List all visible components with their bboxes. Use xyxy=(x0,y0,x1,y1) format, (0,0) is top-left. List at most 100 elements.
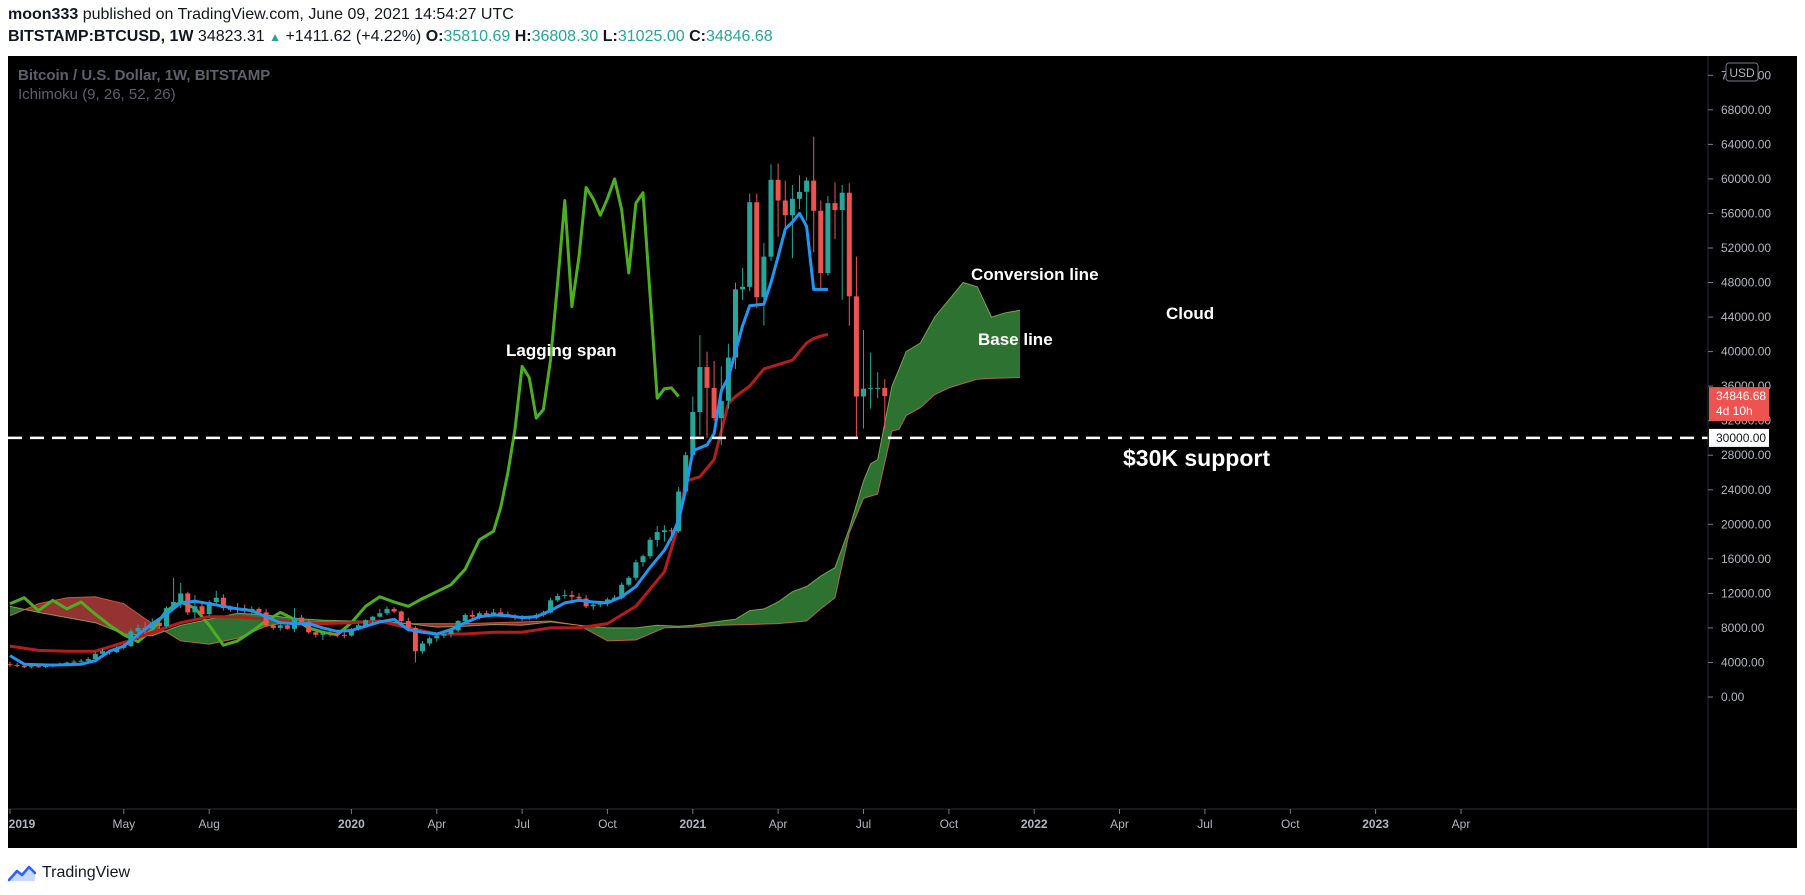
candle-body xyxy=(555,596,561,601)
currency-label: USD xyxy=(1729,66,1755,80)
candle-body xyxy=(633,562,639,578)
candle-body xyxy=(697,367,703,412)
candle-body xyxy=(469,615,475,617)
candle-body xyxy=(412,627,418,652)
candle xyxy=(761,242,767,326)
candle xyxy=(14,662,20,668)
chart-svg[interactable]: Lagging span Conversion line Base line Clou… xyxy=(8,56,1797,848)
candle xyxy=(555,593,561,602)
candle-body xyxy=(78,660,84,662)
y-tick-label: 52000.00 xyxy=(1721,241,1771,255)
support-price-tag xyxy=(1709,428,1769,447)
last-price-tag xyxy=(1709,387,1769,422)
candle-body xyxy=(370,616,376,621)
y-tick-label: 24000.00 xyxy=(1721,483,1771,497)
candle-body xyxy=(14,665,20,667)
x-tick-label: 2020 xyxy=(338,817,365,831)
candle-body xyxy=(270,625,276,628)
annotation-cloud: Cloud xyxy=(1166,304,1214,323)
y-tick-label: 8000.00 xyxy=(1721,621,1765,635)
candle-body xyxy=(391,608,397,612)
candle xyxy=(754,193,760,309)
candle-body xyxy=(839,192,845,210)
x-tick-label: Jul xyxy=(856,817,871,831)
candle-body xyxy=(569,595,575,597)
candle-body xyxy=(775,179,781,201)
y-tick-label: 12000.00 xyxy=(1721,586,1771,600)
annotation-base: Base line xyxy=(978,330,1053,349)
chart-background xyxy=(8,56,1797,848)
candle-body xyxy=(263,612,269,626)
candle-body xyxy=(377,613,383,617)
annotations: Lagging span Conversion line Base line Clou… xyxy=(506,265,1270,471)
candle-body xyxy=(832,203,838,210)
symbol-name[interactable]: BITSTAMP:BTCUSD, 1W xyxy=(8,28,194,45)
x-tick-label: Oct xyxy=(940,817,959,831)
x-tick-label: Oct xyxy=(1281,817,1300,831)
candle xyxy=(370,615,376,623)
annotation-support: $30K support xyxy=(1123,445,1270,471)
currency-badge[interactable] xyxy=(1725,62,1759,82)
candle-body xyxy=(562,595,568,597)
candle xyxy=(306,619,312,634)
candle xyxy=(569,590,575,602)
publish-info: moon333 published on TradingView.com, Ju… xyxy=(8,6,514,24)
candle xyxy=(875,372,881,399)
time-axis[interactable]: 2019 May Aug 2020 Apr Jul Oct 2021 Apr Jul Oct 2022… xyxy=(9,809,1471,831)
candle xyxy=(320,631,326,640)
tradingview-logo-icon[interactable] xyxy=(8,864,36,882)
candle xyxy=(626,576,632,587)
candle-body xyxy=(277,625,283,628)
last-price: 34823.31 xyxy=(197,28,265,45)
chart-area[interactable]: Lagging span Conversion line Base line Clou… xyxy=(8,56,1797,848)
candle xyxy=(846,183,852,326)
candle xyxy=(171,577,177,610)
cloud-bullish-segment xyxy=(579,282,1020,641)
close-label: C: xyxy=(689,28,706,45)
candle-body xyxy=(484,613,489,615)
candle-body xyxy=(548,600,553,613)
candle-body xyxy=(28,666,34,668)
x-tick-label: Apr xyxy=(1452,817,1471,831)
x-tick-label: Jul xyxy=(1197,817,1212,831)
candle xyxy=(270,623,276,630)
candle-body xyxy=(156,622,162,627)
candle xyxy=(427,636,433,647)
candle-body xyxy=(206,602,212,615)
candle-body xyxy=(256,608,262,613)
candle xyxy=(398,610,404,623)
candle xyxy=(782,180,788,235)
candle xyxy=(853,256,859,438)
candle-body xyxy=(8,664,13,666)
x-tick-label: 2019 xyxy=(9,817,36,831)
candle xyxy=(377,608,383,618)
candle xyxy=(882,379,888,430)
candle xyxy=(661,525,667,542)
candle xyxy=(711,361,717,421)
candle-body xyxy=(797,191,802,199)
candle xyxy=(327,630,333,637)
candle-body xyxy=(427,638,433,644)
low-label: L: xyxy=(602,28,618,45)
candle-body xyxy=(441,634,447,636)
candle-body xyxy=(676,491,682,532)
x-tick-label: 2021 xyxy=(679,817,706,831)
y-tick-label: 4000.00 xyxy=(1721,656,1765,670)
candle xyxy=(164,606,169,628)
candle-body xyxy=(341,634,347,636)
candle-body xyxy=(192,606,198,613)
candle-body xyxy=(846,192,852,297)
candle-body xyxy=(135,627,141,632)
price-axis[interactable]: 0.00 4000.00 8000.00 12000.00 16000.00 20000.… xyxy=(1708,68,1771,704)
candle-body xyxy=(327,633,333,635)
price-change: +1411.62 (+4.22%) xyxy=(285,28,422,45)
candle-body xyxy=(348,629,354,636)
author-name[interactable]: moon333 xyxy=(8,6,79,23)
tradingview-brand[interactable]: TradingView xyxy=(42,864,131,881)
candle-body xyxy=(690,412,696,456)
candle xyxy=(775,163,781,237)
candle xyxy=(861,330,866,429)
open-label: O: xyxy=(425,28,444,45)
candle-body xyxy=(590,604,596,607)
